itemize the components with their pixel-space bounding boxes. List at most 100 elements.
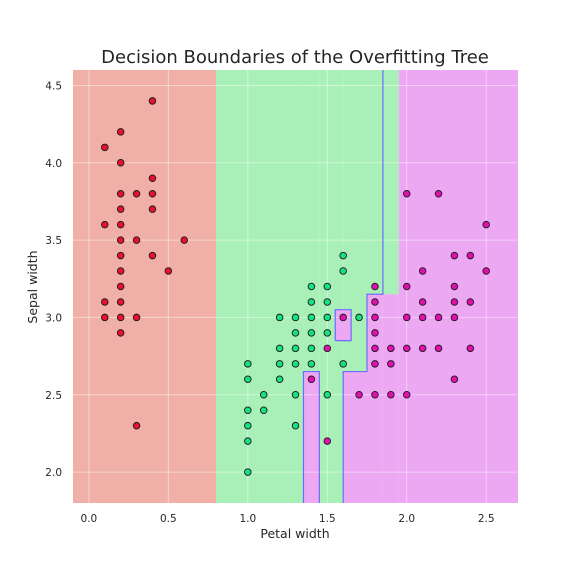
- data-point-class-0: [101, 313, 109, 322]
- chart-title: Decision Boundaries of the Overfitting T…: [101, 47, 489, 68]
- data-point-class-1: [323, 391, 332, 399]
- data-point-class-1: [339, 251, 347, 260]
- decision-regions: [73, 70, 518, 503]
- data-point-class-2: [434, 313, 443, 322]
- data-point-class-2: [450, 375, 459, 384]
- y-tick-label: 2.5: [45, 390, 62, 402]
- data-point-class-2: [450, 251, 459, 260]
- x-tick-label: 2.5: [478, 513, 495, 525]
- data-point-class-0: [116, 298, 125, 306]
- data-point-class-0: [148, 251, 157, 260]
- data-point-class-2: [387, 344, 395, 353]
- decision-region-3: [303, 371, 320, 503]
- data-point-class-1: [323, 329, 332, 337]
- decision-region-0: [73, 70, 217, 503]
- x-axis-label: Petal width: [260, 526, 329, 541]
- data-point-class-2: [466, 298, 475, 306]
- data-point-class-2: [466, 251, 475, 260]
- data-point-class-0: [132, 236, 141, 244]
- data-point-class-2: [418, 313, 427, 322]
- data-point-class-1: [259, 406, 268, 414]
- decision-region-6: [343, 371, 368, 503]
- x-tick-label: 2.0: [398, 513, 415, 525]
- decision-region-2: [303, 70, 320, 372]
- data-point-class-0: [148, 205, 157, 213]
- data-point-class-2: [403, 189, 411, 198]
- data-point-class-0: [116, 251, 125, 260]
- data-point-class-0: [101, 298, 109, 306]
- data-point-class-0: [116, 189, 125, 198]
- data-point-class-1: [339, 267, 347, 275]
- data-point-class-0: [116, 282, 125, 291]
- data-point-class-2: [339, 313, 347, 322]
- x-tick-label: 0.5: [160, 513, 177, 525]
- data-point-class-0: [148, 97, 157, 105]
- data-point-class-2: [355, 391, 363, 399]
- decision-region-11: [382, 294, 399, 503]
- data-point-class-0: [148, 174, 157, 182]
- data-point-class-2: [403, 313, 411, 322]
- data-point-class-2: [371, 313, 379, 322]
- data-point-class-2: [450, 313, 459, 322]
- decision-region-9: [367, 294, 383, 503]
- data-point-class-0: [164, 267, 173, 275]
- data-point-class-1: [307, 329, 316, 337]
- boundary-island: [334, 309, 352, 342]
- data-point-class-1: [291, 329, 300, 337]
- data-point-class-1: [244, 468, 252, 476]
- data-point-class-1: [275, 375, 284, 384]
- data-point-class-0: [148, 189, 157, 198]
- data-point-class-1: [244, 360, 252, 368]
- data-point-class-1: [307, 344, 316, 353]
- data-point-class-0: [116, 128, 125, 136]
- scatter-points: [101, 97, 490, 476]
- boundary-notch-left: [302, 370, 320, 503]
- decision-region-8: [367, 70, 383, 295]
- data-point-class-2: [371, 391, 379, 399]
- decision-region-4: [319, 70, 344, 503]
- data-point-class-2: [387, 391, 395, 399]
- data-point-class-2: [307, 375, 316, 384]
- data-point-class-1: [339, 360, 347, 368]
- y-axis-label: Sepal width: [25, 250, 40, 323]
- data-point-class-0: [101, 220, 109, 229]
- data-point-class-2: [482, 220, 490, 229]
- data-point-class-0: [116, 159, 125, 167]
- data-point-class-1: [291, 391, 300, 399]
- data-point-class-1: [275, 313, 284, 322]
- data-point-class-1: [307, 313, 316, 322]
- data-point-class-2: [371, 360, 379, 368]
- data-point-class-2: [323, 437, 332, 445]
- decision-region-10: [382, 70, 399, 295]
- data-point-class-1: [244, 421, 252, 430]
- data-point-class-0: [180, 236, 188, 244]
- data-point-class-1: [291, 360, 300, 368]
- y-tick-label: 3.0: [45, 312, 62, 324]
- data-point-class-1: [244, 437, 252, 445]
- data-point-class-2: [403, 344, 411, 353]
- data-point-class-0: [132, 189, 141, 198]
- y-tick-label: 3.5: [45, 235, 62, 247]
- data-point-class-2: [403, 391, 411, 399]
- data-point-class-2: [466, 344, 475, 353]
- data-point-class-2: [434, 344, 443, 353]
- data-point-class-2: [418, 344, 427, 353]
- decision-region-5: [343, 70, 368, 372]
- decision-region-1: [216, 70, 304, 503]
- data-point-class-2: [450, 282, 459, 291]
- tick-labels: 0.0 0.5 1.0 1.5 2.0 2.5 2.0 2.5 3.0 3.5 4.0 4.5: [45, 80, 494, 525]
- x-tick-label: 0.0: [81, 513, 98, 525]
- data-point-class-1: [291, 344, 300, 353]
- data-point-class-1: [323, 282, 332, 291]
- data-point-class-1: [244, 406, 252, 414]
- data-point-class-2: [482, 267, 490, 275]
- data-point-class-2: [434, 189, 443, 198]
- data-point-class-2: [371, 344, 379, 353]
- data-point-class-2: [371, 298, 379, 306]
- data-point-class-0: [116, 220, 125, 229]
- x-tick-label: 1.0: [239, 513, 256, 525]
- data-point-class-2: [450, 298, 459, 306]
- data-point-class-1: [307, 360, 316, 368]
- data-point-class-0: [116, 205, 125, 213]
- data-point-class-1: [291, 313, 300, 322]
